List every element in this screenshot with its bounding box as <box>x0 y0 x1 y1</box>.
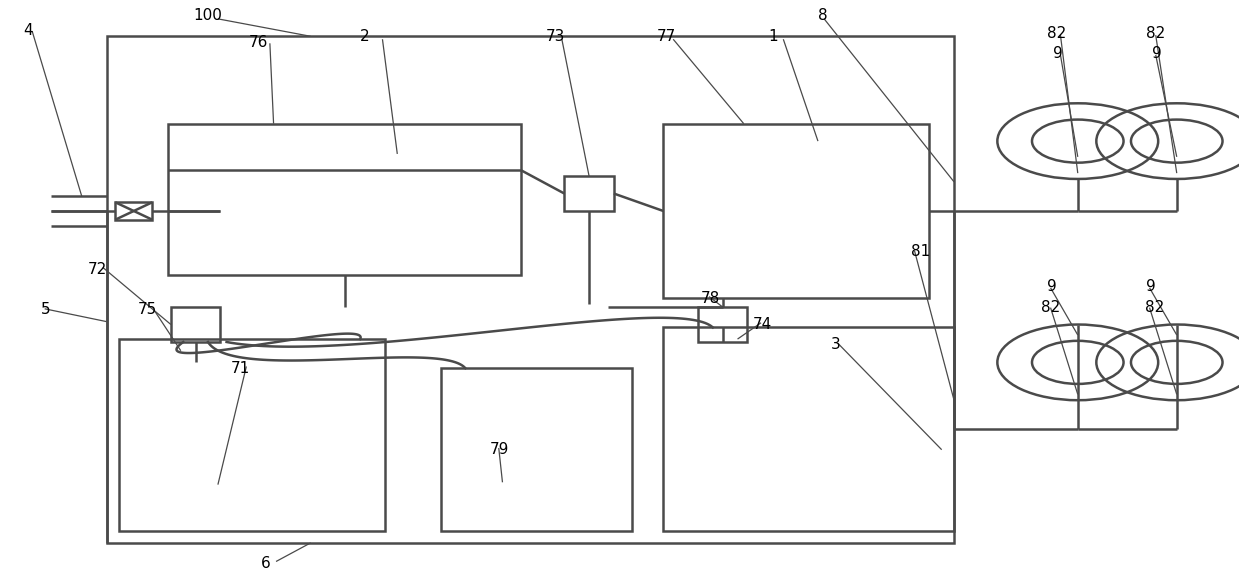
Text: 9: 9 <box>1146 279 1156 294</box>
Text: 82: 82 <box>1146 26 1166 41</box>
Text: 71: 71 <box>231 361 249 376</box>
Bar <box>171 307 221 342</box>
Text: 1: 1 <box>769 29 777 44</box>
Bar <box>169 123 521 275</box>
Text: 6: 6 <box>262 556 272 571</box>
Text: 4: 4 <box>24 23 33 38</box>
Text: 73: 73 <box>546 29 565 44</box>
Text: 5: 5 <box>41 302 51 318</box>
Text: 75: 75 <box>138 302 156 318</box>
Text: 82: 82 <box>1145 300 1164 315</box>
Text: 76: 76 <box>249 35 268 50</box>
Text: 74: 74 <box>753 317 771 332</box>
Bar <box>440 368 632 531</box>
Text: 78: 78 <box>701 291 719 306</box>
Text: 8: 8 <box>818 8 827 23</box>
Text: 79: 79 <box>490 442 510 457</box>
Bar <box>698 307 748 342</box>
Bar <box>663 123 929 298</box>
Text: 100: 100 <box>193 8 222 23</box>
Text: 9: 9 <box>1053 46 1063 61</box>
Bar <box>663 328 954 531</box>
Bar <box>119 339 384 531</box>
Bar <box>107 36 954 543</box>
Text: 82: 82 <box>1040 300 1060 315</box>
Bar <box>115 202 153 220</box>
Text: 72: 72 <box>88 261 107 277</box>
Text: 9: 9 <box>1152 46 1162 61</box>
Text: 2: 2 <box>360 29 370 44</box>
Text: 3: 3 <box>831 338 839 352</box>
Text: 77: 77 <box>657 29 676 44</box>
Bar <box>564 176 614 211</box>
Text: 81: 81 <box>910 245 930 259</box>
Text: 9: 9 <box>1047 279 1056 294</box>
Text: 82: 82 <box>1047 26 1066 41</box>
